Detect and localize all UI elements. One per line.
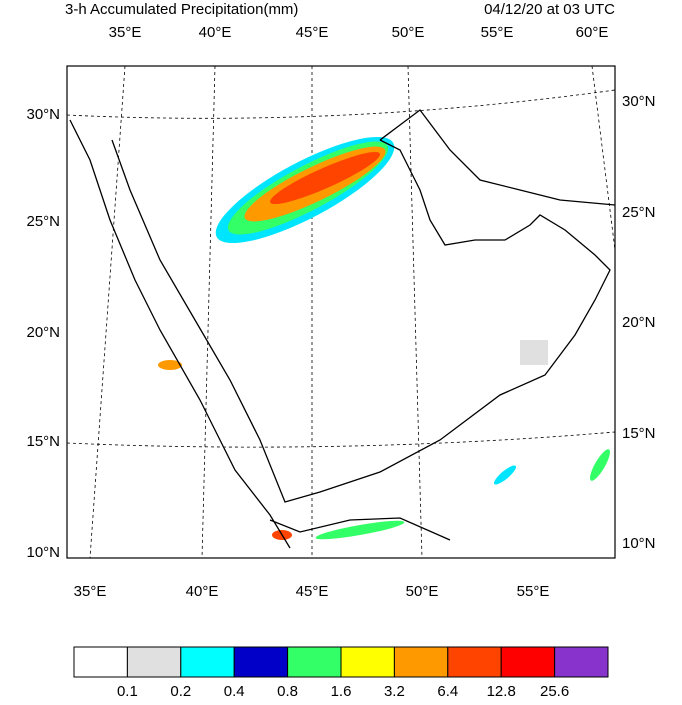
graticule (591, 65, 616, 251)
colorbar-label: 0.1 (117, 683, 138, 700)
graticule (201, 65, 216, 559)
lon-label: 60°E (576, 24, 609, 41)
lat-label: 30°N (622, 93, 656, 110)
lon-label: 40°E (186, 583, 219, 600)
lat-label: 30°N (26, 106, 60, 123)
colorbar-box (287, 646, 342, 678)
colorbar-label: 0.8 (277, 683, 298, 700)
valid-time: 04/12/20 at 03 UTC (484, 1, 615, 18)
coastline (69, 119, 291, 549)
lon-label: 45°E (296, 583, 329, 600)
colorbar-box (393, 646, 449, 678)
coastline (379, 109, 616, 206)
map-labels: 35°E 40°E 45°E 50°E 55°E 60°E 35°E 40°E 45°E 50°E… (26, 24, 655, 600)
colorbar-label: 3.2 (384, 683, 405, 700)
map-frame (66, 65, 616, 559)
colorbar-box (126, 646, 182, 678)
colorbar-label: 0.2 (170, 683, 191, 700)
colorbar: 0.1 0.2 0.4 0.8 1.6 3.2 6.4 12.8 25.6 (73, 646, 609, 700)
colorbar-box (180, 646, 235, 678)
lon-label: 50°E (392, 24, 425, 41)
lat-label: 20°N (622, 314, 656, 331)
colorbar-box (554, 646, 609, 678)
lat-label: 15°N (26, 433, 60, 450)
lon-label: 55°E (481, 24, 514, 41)
lon-label: 35°E (74, 583, 107, 600)
colorbar-box (447, 646, 502, 678)
colorbar-label: 12.8 (487, 683, 516, 700)
title: 3-h Accumulated Precipitation(mm) (65, 1, 298, 18)
lat-label: 10°N (26, 544, 60, 561)
coastline (111, 139, 611, 503)
colorbar-label: 6.4 (437, 683, 458, 700)
colorbar-box (73, 646, 128, 678)
colorbar-label: 0.4 (224, 683, 245, 700)
graticule (89, 65, 126, 559)
lat-label: 20°N (26, 324, 60, 341)
lat-label: 15°N (622, 425, 656, 442)
colorbar-label: 25.6 (540, 683, 569, 700)
coastline (269, 517, 451, 541)
lon-label: 35°E (109, 24, 142, 41)
colorbar-label: 1.6 (331, 683, 352, 700)
lon-label: 45°E (296, 24, 329, 41)
lat-label: 10°N (622, 535, 656, 552)
colorbar-box (340, 646, 395, 678)
precipitation (158, 136, 610, 540)
colorbar-box (233, 646, 289, 678)
colorbar-box (500, 646, 556, 678)
lat-label: 25°N (26, 213, 60, 230)
map (66, 65, 616, 559)
graticule (407, 65, 423, 559)
lon-label: 40°E (199, 24, 232, 41)
lat-label: 25°N (622, 204, 656, 221)
lon-label: 55°E (517, 583, 550, 600)
lon-label: 50°E (406, 583, 439, 600)
